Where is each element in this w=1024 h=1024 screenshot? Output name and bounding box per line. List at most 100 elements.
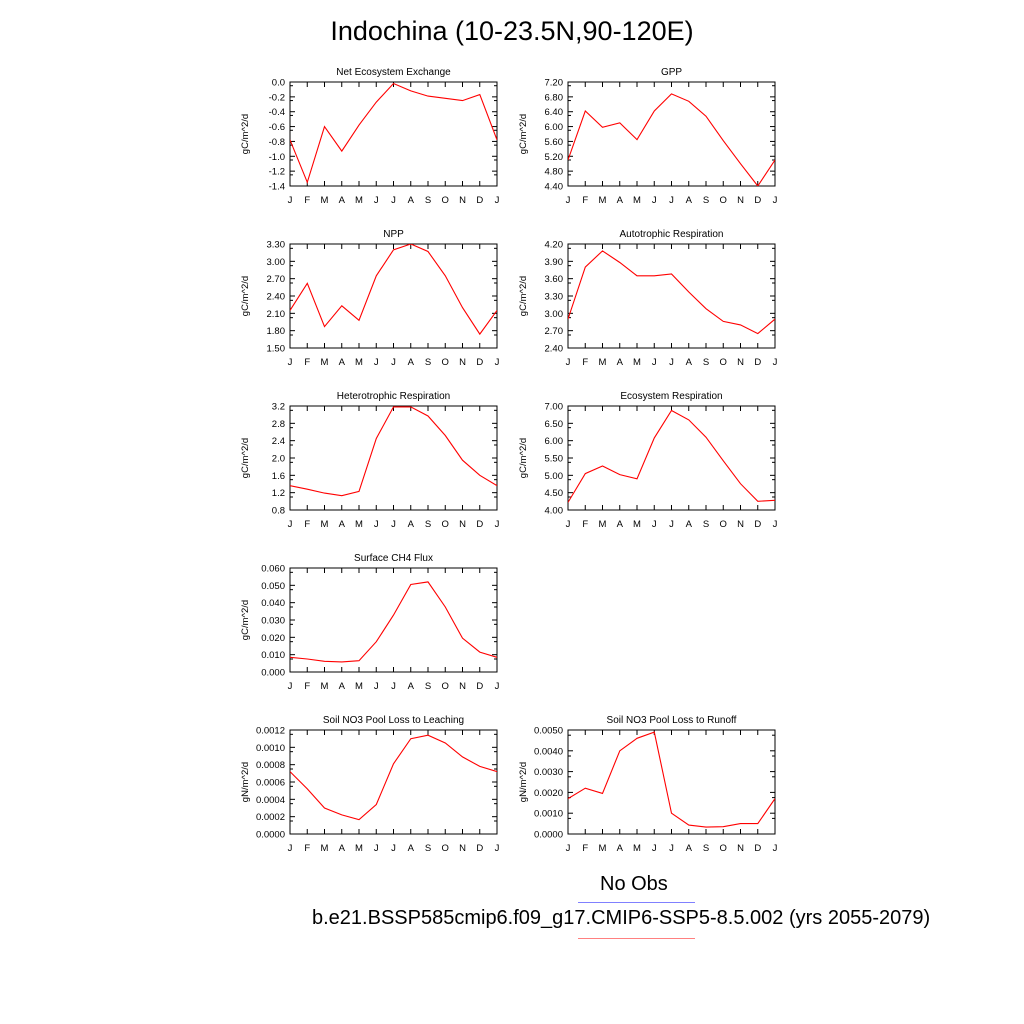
x-tick-label: D [476,195,483,206]
y-tick-label: 0.0008 [256,760,285,771]
x-tick-label: J [288,681,293,692]
x-tick-label: F [304,681,310,692]
x-tick-label: S [703,195,709,206]
y-axis-label: gC/m^2/d [518,276,529,316]
x-tick-label: O [442,195,449,206]
x-tick-label: J [495,843,500,854]
x-tick-label: J [773,843,778,854]
x-tick-label: M [633,357,641,368]
y-tick-label: 0.0040 [534,746,563,757]
x-tick-label: D [476,681,483,692]
y-tick-label: 6.00 [545,436,564,447]
y-tick-label: 3.00 [545,309,564,320]
x-tick-label: A [617,843,624,854]
series-line [568,731,775,828]
x-tick-label: O [720,843,727,854]
x-tick-label: A [408,681,415,692]
x-tick-label: A [408,357,415,368]
y-tick-label: 5.50 [545,454,564,465]
y-tick-label: 0.0004 [256,795,285,806]
figure-title: Indochina (10-23.5N,90-120E) [330,16,694,46]
x-tick-label: F [582,519,588,530]
y-tick-label: 0.030 [261,616,285,627]
series-line [568,93,775,186]
y-tick-label: 7.00 [545,402,564,413]
x-tick-label: M [321,519,329,530]
x-tick-label: J [566,519,571,530]
x-tick-label: A [617,195,624,206]
y-tick-label: 0.8 [272,506,285,517]
x-tick-label: J [374,195,379,206]
x-tick-label: D [476,357,483,368]
panel-title: Soil NO3 Pool Loss to Runoff [607,715,737,726]
x-tick-label: J [391,519,396,530]
x-tick-label: S [425,357,431,368]
y-tick-label: 2.10 [267,309,286,320]
x-tick-label: F [582,843,588,854]
x-tick-label: J [288,843,293,854]
x-tick-label: J [566,357,571,368]
x-tick-label: J [669,519,674,530]
x-tick-label: J [374,357,379,368]
legend-obs-label: No Obs [600,873,668,895]
y-axis-label: gC/m^2/d [240,276,251,316]
plot-frame [567,729,776,835]
y-tick-label: 1.50 [267,344,286,355]
y-tick-label: 5.20 [545,152,564,163]
x-tick-label: O [442,843,449,854]
y-tick-label: 0.040 [261,598,285,609]
x-tick-label: N [737,843,744,854]
x-tick-label: J [288,195,293,206]
x-tick-label: A [339,195,346,206]
x-tick-label: J [669,195,674,206]
y-axis-label: gC/m^2/d [240,600,251,640]
x-tick-label: J [773,357,778,368]
x-tick-label: J [669,357,674,368]
x-tick-label: A [617,357,624,368]
x-tick-label: M [355,195,363,206]
x-tick-label: M [355,519,363,530]
y-tick-label: 2.8 [272,419,285,430]
y-axis-label: gN/m^2/d [518,762,529,802]
plot-frame [289,243,498,349]
x-tick-label: J [495,195,500,206]
x-tick-label: J [495,519,500,530]
y-tick-label: 7.20 [545,78,564,89]
x-tick-label: J [669,843,674,854]
y-axis-label: gN/m^2/d [240,762,251,802]
x-tick-label: S [425,519,431,530]
y-tick-label: 0.000 [261,668,285,679]
x-tick-label: J [773,195,778,206]
legend-obs-line [578,902,695,903]
x-tick-label: J [391,843,396,854]
panel-title: Ecosystem Respiration [620,391,722,402]
x-tick-label: D [754,195,761,206]
y-tick-label: 4.00 [545,506,564,517]
x-tick-label: A [339,681,346,692]
y-tick-label: 6.50 [545,419,564,430]
y-tick-label: -0.4 [269,107,285,118]
y-tick-label: 0.0000 [256,830,285,841]
x-tick-label: S [425,195,431,206]
y-tick-label: 4.50 [545,488,564,499]
x-tick-label: N [737,195,744,206]
chart-panel-0: Net Ecosystem Exchange 0.0 -0.2 -0.4 -0.6 -0.… [240,67,500,206]
y-tick-label: 3.60 [545,274,564,285]
x-tick-label: A [686,519,693,530]
plot-frame [289,567,498,673]
x-tick-label: S [703,357,709,368]
x-tick-label: J [652,519,657,530]
y-tick-label: 2.0 [272,454,285,465]
x-tick-label: M [599,195,607,206]
y-tick-label: 1.80 [267,326,286,337]
x-tick-label: J [288,519,293,530]
x-tick-label: M [633,195,641,206]
x-tick-label: M [633,843,641,854]
y-tick-label: -1.0 [269,152,285,163]
panel-title: NPP [383,229,404,240]
y-tick-label: -0.8 [269,137,285,148]
y-tick-label: 3.2 [272,402,285,413]
x-tick-label: J [374,519,379,530]
y-tick-label: 2.40 [267,292,286,303]
